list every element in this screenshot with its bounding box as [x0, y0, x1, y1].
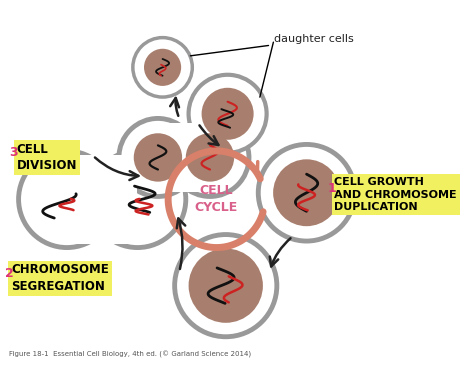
Circle shape [201, 88, 254, 140]
Circle shape [186, 133, 234, 182]
Text: Figure 18-1  Essential Cell Biology, 4th ed. (© Garland Science 2014): Figure 18-1 Essential Cell Biology, 4th … [9, 351, 251, 358]
Text: daughter cells: daughter cells [191, 34, 354, 56]
Text: CELL
DIVISION: CELL DIVISION [17, 143, 77, 172]
Circle shape [18, 151, 115, 247]
Text: 1: 1 [328, 182, 337, 194]
Text: CELL
CYCLE: CELL CYCLE [195, 184, 238, 214]
Circle shape [189, 75, 266, 153]
Circle shape [133, 38, 192, 97]
Circle shape [144, 49, 181, 86]
Circle shape [258, 144, 355, 241]
Bar [158, 123, 210, 192]
Text: CHROMOSOME
SEGREGATION: CHROMOSOME SEGREGATION [11, 263, 109, 293]
Circle shape [273, 159, 340, 226]
Circle shape [174, 235, 277, 337]
Bar [67, 155, 137, 244]
Circle shape [171, 118, 249, 196]
Text: 2: 2 [5, 267, 13, 280]
Text: CELL GROWTH
AND CHROMOSOME
DUPLICATION: CELL GROWTH AND CHROMOSOME DUPLICATION [335, 177, 457, 212]
Circle shape [119, 118, 197, 196]
Circle shape [134, 133, 182, 182]
Text: 3: 3 [9, 146, 18, 159]
Circle shape [89, 151, 186, 247]
Circle shape [189, 249, 263, 323]
